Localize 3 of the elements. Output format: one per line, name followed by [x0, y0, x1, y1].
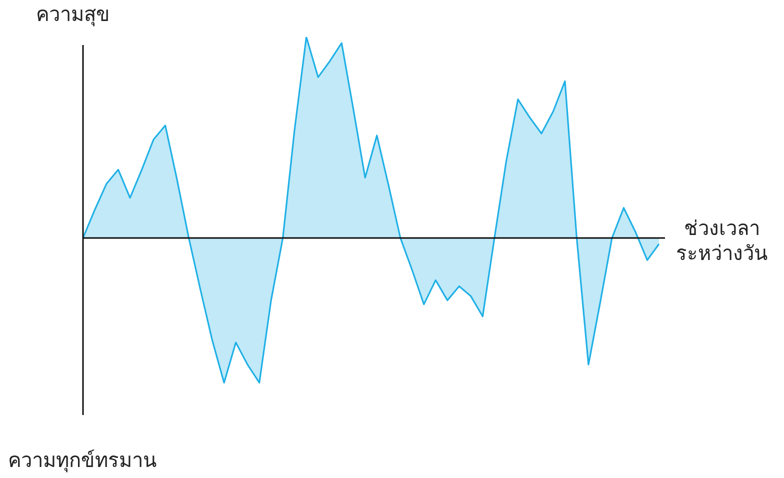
x-axis-title: ช่วงเวลา ระหว่างวัน	[675, 216, 769, 266]
y-axis-title: ความสุข	[36, 2, 110, 27]
text: ความทุกข์ทรมาน	[8, 448, 157, 473]
